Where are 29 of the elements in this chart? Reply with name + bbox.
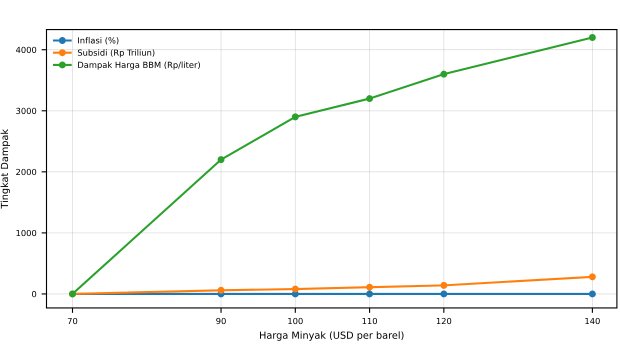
point (440, 282, 448, 289)
point (366, 284, 374, 291)
y-tick-label: 4000 (16, 46, 36, 54)
point (440, 70, 448, 78)
point (440, 290, 448, 298)
y-tick-label: 3000 (16, 108, 36, 114)
y-tick-label: 0 (32, 290, 36, 298)
legend-label: Dampak Harga BBM (Rp/liter) (78, 62, 200, 70)
x-tick-label: 110 (362, 318, 377, 324)
x-tick-label: 70 (68, 318, 78, 324)
y-tick-label: 1000 (16, 230, 36, 236)
point (292, 286, 299, 293)
legend-label: Inflasi (%) (78, 37, 118, 45)
y-tick-label: 2000 (16, 168, 36, 176)
point (292, 113, 299, 120)
x-tick-label: 100 (288, 318, 303, 324)
x-tick-label: 140 (585, 318, 600, 324)
x-tick-label: 90 (216, 318, 226, 324)
point (588, 34, 596, 41)
point (588, 273, 596, 280)
x-axis-title: Harga Minyak (USD per barel) (260, 331, 404, 341)
y-axis-title: Tingkat Dampak (0, 128, 10, 209)
point (218, 286, 225, 294)
legend-label: Subsidi (Rp Triliun) (78, 49, 154, 58)
x-tick-label: 120 (436, 318, 452, 324)
point (366, 290, 374, 298)
point (218, 156, 225, 164)
point (366, 95, 374, 102)
point (588, 290, 596, 298)
